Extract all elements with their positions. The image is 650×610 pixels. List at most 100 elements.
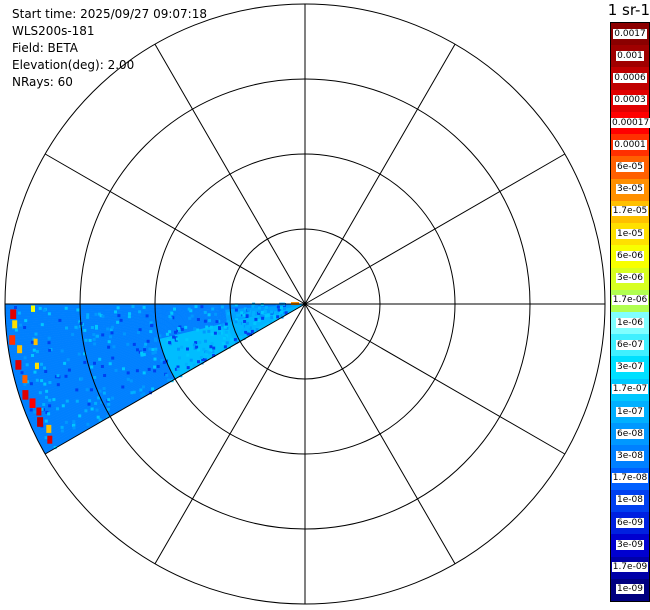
high-backscatter-cell [9, 335, 16, 345]
sector-speckle [263, 309, 267, 313]
sector-speckle [45, 395, 48, 399]
sector-speckle [93, 342, 97, 346]
sector-speckle [174, 330, 177, 334]
sector-speckle [212, 346, 216, 350]
sector-speckle [217, 319, 221, 323]
sector-speckle [100, 400, 104, 404]
sector-speckle [122, 332, 126, 336]
sector-speckle [243, 327, 246, 331]
colorbar-tick-label: 1.7e-05 [611, 206, 649, 217]
sector-speckle [88, 338, 92, 342]
sector-speckle [203, 310, 207, 314]
sector-speckle [102, 391, 106, 395]
high-backscatter-cell [31, 305, 35, 312]
colorbar-tick-text: 0.0006 [613, 73, 647, 84]
sector-speckle [107, 402, 111, 406]
sector-speckle [188, 316, 192, 320]
sector-speckle [56, 407, 59, 411]
sector-speckle [202, 330, 206, 334]
sector-speckle [65, 326, 68, 330]
sector-speckle [44, 419, 48, 423]
sector-speckle [273, 314, 277, 318]
sector-speckle [117, 314, 121, 318]
sector-speckle [42, 403, 46, 406]
sector-speckle [75, 388, 79, 392]
high-backscatter-cell [35, 362, 39, 370]
sector-speckle [186, 366, 190, 370]
azimuth-spoke [44, 303, 306, 455]
sector-speckle [205, 325, 209, 329]
sector-speckle [45, 389, 49, 393]
sector-speckle [136, 348, 139, 352]
sector-speckle [95, 408, 99, 412]
colorbar-tick-label: 1.7e-09 [611, 562, 649, 573]
sector-speckle [178, 329, 181, 333]
sector-speckle [197, 360, 200, 364]
colorbar-tick-text: 0.0001 [613, 139, 647, 150]
sector-speckle [239, 332, 243, 336]
sector-speckle [209, 345, 213, 349]
sector-speckle [189, 358, 193, 362]
sector-speckle [103, 374, 107, 377]
sector-speckle [222, 325, 226, 329]
sector-speckle [109, 335, 112, 339]
sector-speckle [151, 348, 155, 352]
sector-speckle [33, 370, 37, 374]
sector-speckle [226, 320, 230, 324]
sector-speckle [14, 306, 17, 309]
sector-speckle [148, 347, 152, 351]
sector-speckle [168, 341, 172, 345]
sector-speckle [200, 305, 204, 309]
sector-speckle [110, 325, 114, 329]
sector-speckle [97, 396, 101, 400]
sector-speckle [43, 382, 47, 386]
high-backscatter-cell [22, 390, 29, 400]
sector-speckle [131, 305, 135, 308]
sector-speckle [52, 398, 56, 402]
sector-speckle [132, 342, 136, 346]
sector-speckle [208, 351, 212, 355]
high-backscatter-cell [47, 435, 53, 444]
colorbar-tick-text: 6e-08 [616, 428, 644, 439]
high-backscatter-cell [29, 398, 36, 408]
sector-speckle [112, 345, 116, 349]
sector-speckle [86, 313, 90, 317]
sector-speckle [223, 325, 227, 329]
sector-speckle [126, 342, 130, 346]
sector-speckle [184, 325, 188, 329]
colorbar-tick-label: 1.7e-06 [611, 295, 649, 306]
sector-speckle [213, 331, 217, 335]
sector-speckle [241, 333, 245, 337]
sector-speckle [242, 313, 246, 317]
sector-speckle [94, 401, 98, 405]
sector-speckle [23, 326, 27, 329]
start-time-text: Start time: 2025/09/27 09:07:18 [12, 7, 207, 21]
sector-speckle [135, 369, 139, 373]
sector-speckle [186, 353, 190, 357]
colorbar-tick-text: 1e-09 [616, 584, 644, 595]
sector-speckle [86, 315, 90, 319]
colorbar-tick-text: 6e-05 [616, 162, 644, 172]
sector-speckle [64, 420, 68, 424]
high-backscatter-cell [12, 320, 18, 329]
sector-speckle [180, 327, 184, 331]
sector-speckle [35, 350, 39, 354]
colorbar-tick-label: 1e-09 [611, 584, 649, 595]
sector-speckle [79, 324, 83, 328]
sector-speckle [156, 365, 160, 368]
sector-speckle [193, 327, 197, 331]
colorbar-tick-text: 1.7e-08 [611, 473, 649, 484]
sector-speckle [204, 339, 207, 343]
sector-speckle [14, 328, 18, 332]
sector-speckle [260, 303, 264, 307]
sector-speckle [96, 334, 99, 338]
colorbar-unit-text: m-1 sr-1 [608, 1, 650, 19]
sector-speckle [272, 316, 276, 320]
sector-speckle [177, 327, 181, 330]
sector-speckle [24, 319, 28, 323]
sector-speckle [19, 323, 22, 327]
sector-speckle [195, 345, 199, 349]
sector-speckle [260, 307, 264, 311]
sector-speckle [101, 314, 105, 318]
sector-speckle [190, 314, 194, 318]
